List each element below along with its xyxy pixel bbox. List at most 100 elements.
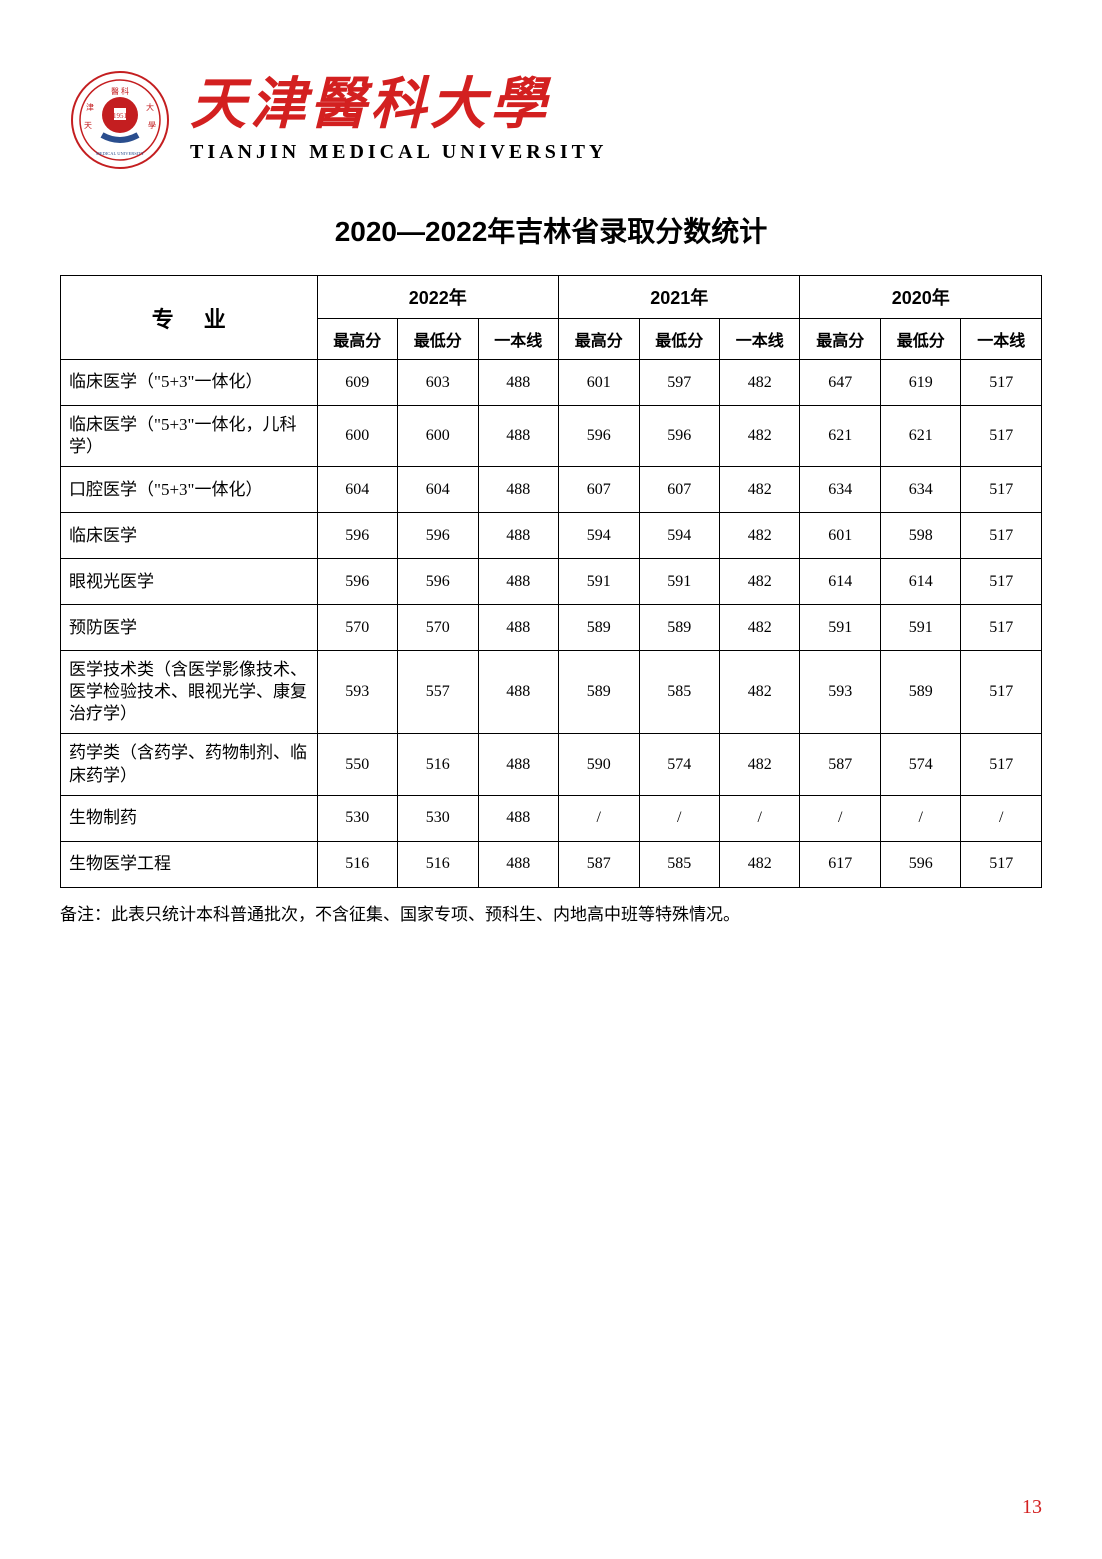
data-cell: 585 [639,841,719,887]
data-cell: 597 [639,360,719,406]
data-cell: 591 [880,605,960,651]
data-cell: 617 [800,841,880,887]
data-cell: 482 [719,513,799,559]
data-cell: 482 [719,467,799,513]
data-cell: 516 [398,841,478,887]
data-cell: 589 [880,651,960,734]
table-row: 眼视光医学596596488591591482614614517 [61,559,1042,605]
data-cell: 604 [317,467,397,513]
table-row: 临床医学（"5+3"一体化）60960348860159748264761951… [61,360,1042,406]
data-cell: 488 [478,795,558,841]
data-cell: 587 [559,841,639,887]
data-cell: 604 [398,467,478,513]
year-header-2020: 2020年 [800,276,1042,319]
data-cell: 591 [639,559,719,605]
data-cell: 517 [961,559,1042,605]
data-cell: 516 [398,734,478,795]
document-header: 醫 科 津 大 天 學 1951 MEDICAL UNIVERSITY 天津醫科… [60,70,1042,170]
table-row: 临床医学596596488594594482601598517 [61,513,1042,559]
sub-header: 最高分 [800,319,880,360]
data-cell: 482 [719,360,799,406]
svg-text:1951: 1951 [113,112,128,120]
data-cell: 634 [800,467,880,513]
data-cell: 593 [317,651,397,734]
data-cell: 587 [800,734,880,795]
data-cell: 482 [719,605,799,651]
sub-header: 最高分 [317,319,397,360]
data-cell: 488 [478,360,558,406]
data-cell: 596 [639,406,719,467]
data-cell: 570 [317,605,397,651]
data-cell: 517 [961,734,1042,795]
table-note: 备注：此表只统计本科普通批次，不含征集、国家专项、预科生、内地高中班等特殊情况。 [60,900,1042,925]
data-cell: 619 [880,360,960,406]
data-cell: 516 [317,841,397,887]
data-cell: / [961,795,1042,841]
major-cell: 临床医学（"5+3"一体化，儿科学） [61,406,318,467]
major-cell: 口腔医学（"5+3"一体化） [61,467,318,513]
data-cell: 482 [719,559,799,605]
data-cell: 596 [398,513,478,559]
data-cell: 488 [478,651,558,734]
major-column-header: 专业 [61,276,318,360]
data-cell: 589 [559,651,639,734]
data-cell: / [800,795,880,841]
table-row: 预防医学570570488589589482591591517 [61,605,1042,651]
sub-header: 最低分 [398,319,478,360]
data-cell: 517 [961,467,1042,513]
data-cell: / [880,795,960,841]
data-cell: 585 [639,651,719,734]
data-cell: 488 [478,734,558,795]
university-chinese-name: 天津醫科大學 [190,77,607,133]
svg-text:津: 津 [86,102,94,112]
data-cell: / [719,795,799,841]
svg-text:MEDICAL UNIVERSITY: MEDICAL UNIVERSITY [96,151,145,156]
data-cell: 591 [559,559,639,605]
data-cell: 607 [559,467,639,513]
svg-text:學: 學 [148,120,156,130]
data-cell: 488 [478,841,558,887]
data-cell: 600 [398,406,478,467]
admission-scores-table: 专业 2022年 2021年 2020年 最高分最低分一本线最高分最低分一本线最… [60,275,1042,888]
data-cell: 614 [800,559,880,605]
table-header-row-1: 专业 2022年 2021年 2020年 [61,276,1042,319]
page-number: 13 [1022,1496,1042,1519]
data-cell: 517 [961,841,1042,887]
major-cell: 预防医学 [61,605,318,651]
svg-text:醫 科: 醫 科 [111,86,129,96]
data-cell: 570 [398,605,478,651]
data-cell: 482 [719,841,799,887]
data-cell: 596 [880,841,960,887]
data-cell: 596 [317,513,397,559]
data-cell: 607 [639,467,719,513]
data-cell: 621 [800,406,880,467]
major-cell: 生物医学工程 [61,841,318,887]
data-cell: 589 [559,605,639,651]
data-cell: 482 [719,651,799,734]
table-body: 临床医学（"5+3"一体化）60960348860159748264761951… [61,360,1042,888]
data-cell: 488 [478,406,558,467]
data-cell: 530 [398,795,478,841]
table-row: 生物制药530530488////// [61,795,1042,841]
data-cell: 634 [880,467,960,513]
data-cell: / [639,795,719,841]
data-cell: 488 [478,513,558,559]
data-cell: 574 [880,734,960,795]
data-cell: 517 [961,513,1042,559]
data-cell: 591 [800,605,880,651]
major-cell: 药学类（含药学、药物制剂、临床药学） [61,734,318,795]
data-cell: 596 [559,406,639,467]
data-cell: 596 [398,559,478,605]
major-cell: 医学技术类（含医学影像技术、医学检验技术、眼视光学、康复治疗学） [61,651,318,734]
document-title: 2020—2022年吉林省录取分数统计 [60,210,1042,250]
sub-header: 最高分 [559,319,639,360]
data-cell: 609 [317,360,397,406]
data-cell: 598 [880,513,960,559]
sub-header: 最低分 [880,319,960,360]
data-cell: 482 [719,734,799,795]
data-cell: 590 [559,734,639,795]
sub-header: 一本线 [478,319,558,360]
year-header-2021: 2021年 [559,276,800,319]
university-logo: 醫 科 津 大 天 學 1951 MEDICAL UNIVERSITY [70,70,170,170]
data-cell: 488 [478,605,558,651]
